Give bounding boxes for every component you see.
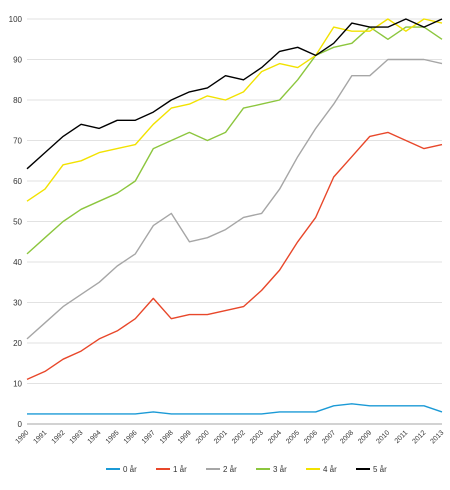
legend-label: 5 år bbox=[373, 465, 387, 474]
x-tick-label: 1991 bbox=[32, 429, 48, 445]
series-line-4 bbox=[26, 18, 443, 202]
legend-label: 3 år bbox=[273, 465, 287, 474]
x-tick-label: 2002 bbox=[231, 429, 247, 445]
x-tick-label: 2003 bbox=[249, 429, 265, 445]
x-tick-label: 2001 bbox=[213, 429, 229, 445]
x-tick-label: 1996 bbox=[123, 429, 139, 445]
y-tick-label: 30 bbox=[13, 299, 22, 308]
y-tick-label: 90 bbox=[13, 56, 22, 65]
x-tick-label: 1995 bbox=[105, 429, 121, 445]
gridlines bbox=[27, 18, 442, 425]
x-tick-label: 1997 bbox=[141, 429, 157, 445]
y-tick-label: 70 bbox=[13, 137, 22, 146]
series-line-2 bbox=[26, 58, 443, 340]
x-tick-label: 2012 bbox=[411, 429, 427, 445]
x-tick-label: 1990 bbox=[14, 429, 30, 445]
x-tick-label: 2007 bbox=[321, 429, 337, 445]
legend: 0 år 1 år 2 år 3 år 4 år 5 år bbox=[106, 465, 387, 474]
series-line-0 bbox=[27, 403, 443, 415]
y-tick-label: 0 bbox=[18, 420, 23, 429]
x-tick-label: 1998 bbox=[159, 429, 175, 445]
x-tick-label: 1992 bbox=[51, 429, 67, 445]
x-tick-label: 2005 bbox=[285, 429, 301, 445]
x-tick-label: 2008 bbox=[339, 429, 355, 445]
x-tick-label: 1999 bbox=[177, 429, 193, 445]
y-axis-tick-labels: 0 10 20 30 40 50 60 70 80 90 100 bbox=[9, 15, 23, 429]
x-tick-label: 2010 bbox=[375, 429, 391, 445]
series-line-5 bbox=[26, 18, 443, 170]
y-tick-label: 80 bbox=[13, 96, 22, 105]
x-tick-label: 1993 bbox=[69, 429, 85, 445]
y-tick-label: 60 bbox=[13, 177, 22, 186]
legend-label: 0 år bbox=[123, 465, 137, 474]
x-axis-tick-labels: 1990 1991 1992 1993 1994 1995 1996 1997 1998 1999… bbox=[14, 429, 445, 445]
x-tick-label: 2009 bbox=[357, 429, 373, 445]
x-tick-label: 2006 bbox=[303, 429, 319, 445]
y-tick-label: 100 bbox=[9, 15, 23, 24]
x-tick-label: 2004 bbox=[267, 429, 283, 445]
y-tick-label: 40 bbox=[13, 258, 22, 267]
y-tick-label: 10 bbox=[13, 380, 22, 389]
legend-label: 2 år bbox=[223, 465, 237, 474]
legend-label: 1 år bbox=[173, 465, 187, 474]
series-lines bbox=[26, 18, 443, 415]
x-tick-label: 1994 bbox=[87, 429, 103, 445]
y-tick-label: 20 bbox=[13, 339, 22, 348]
series-line-1 bbox=[26, 131, 443, 381]
y-tick-label: 50 bbox=[13, 218, 22, 227]
x-tick-label: 2013 bbox=[429, 429, 445, 445]
legend-label: 4 år bbox=[323, 465, 337, 474]
x-tick-label: 2000 bbox=[195, 429, 211, 445]
x-tick-label: 2011 bbox=[394, 429, 410, 445]
